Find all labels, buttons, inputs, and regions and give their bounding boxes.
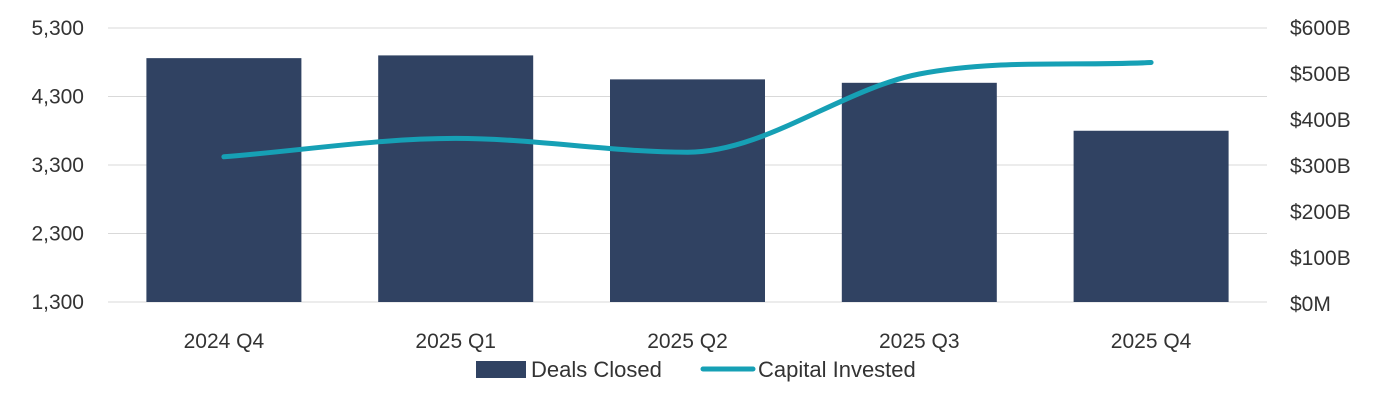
- line-series: [221, 60, 1154, 160]
- left-tick-label: 4,300: [31, 86, 84, 109]
- left-tick-label: 1,300: [31, 291, 84, 314]
- right-tick-label: $200B: [1290, 201, 1351, 224]
- right-tick-label: $0M: [1290, 293, 1331, 316]
- bar-deals-closed: [1073, 130, 1229, 302]
- legend-label-bar: Deals Closed: [531, 357, 662, 382]
- bar-deals-closed: [378, 55, 534, 303]
- x-tick-label: 2025 Q2: [647, 330, 728, 353]
- bar-series: [146, 55, 1229, 303]
- legend-label-line: Capital Invested: [758, 357, 916, 382]
- right-tick-label: $500B: [1290, 63, 1351, 86]
- left-tick-label: 2,300: [31, 223, 84, 246]
- left-tick-label: 3,300: [31, 154, 84, 177]
- left-axis: 1,300 2,300 3,300 4,300 5,300: [31, 17, 84, 314]
- right-tick-label: $600B: [1290, 17, 1351, 40]
- bar-deals-closed: [841, 82, 997, 302]
- x-tick-label: 2024 Q4: [184, 330, 265, 353]
- x-axis: 2024 Q4 2025 Q1 2025 Q2 2025 Q3 2025 Q4: [184, 330, 1192, 353]
- right-tick-label: $400B: [1290, 109, 1351, 132]
- x-tick-label: 2025 Q4: [1111, 330, 1192, 353]
- bar-deals-closed: [610, 79, 765, 302]
- legend: Deals Closed Capital Invested: [476, 357, 916, 382]
- x-tick-label: 2025 Q3: [879, 330, 960, 353]
- legend-swatch-bar: [476, 361, 526, 378]
- bar-deals-closed: [146, 58, 302, 302]
- left-tick-label: 5,300: [31, 17, 84, 40]
- right-tick-label: $300B: [1290, 155, 1351, 178]
- right-axis: $0M $100B $200B $300B $400B $500B $600B: [1290, 17, 1351, 316]
- x-tick-label: 2025 Q1: [415, 330, 496, 353]
- right-tick-label: $100B: [1290, 247, 1351, 270]
